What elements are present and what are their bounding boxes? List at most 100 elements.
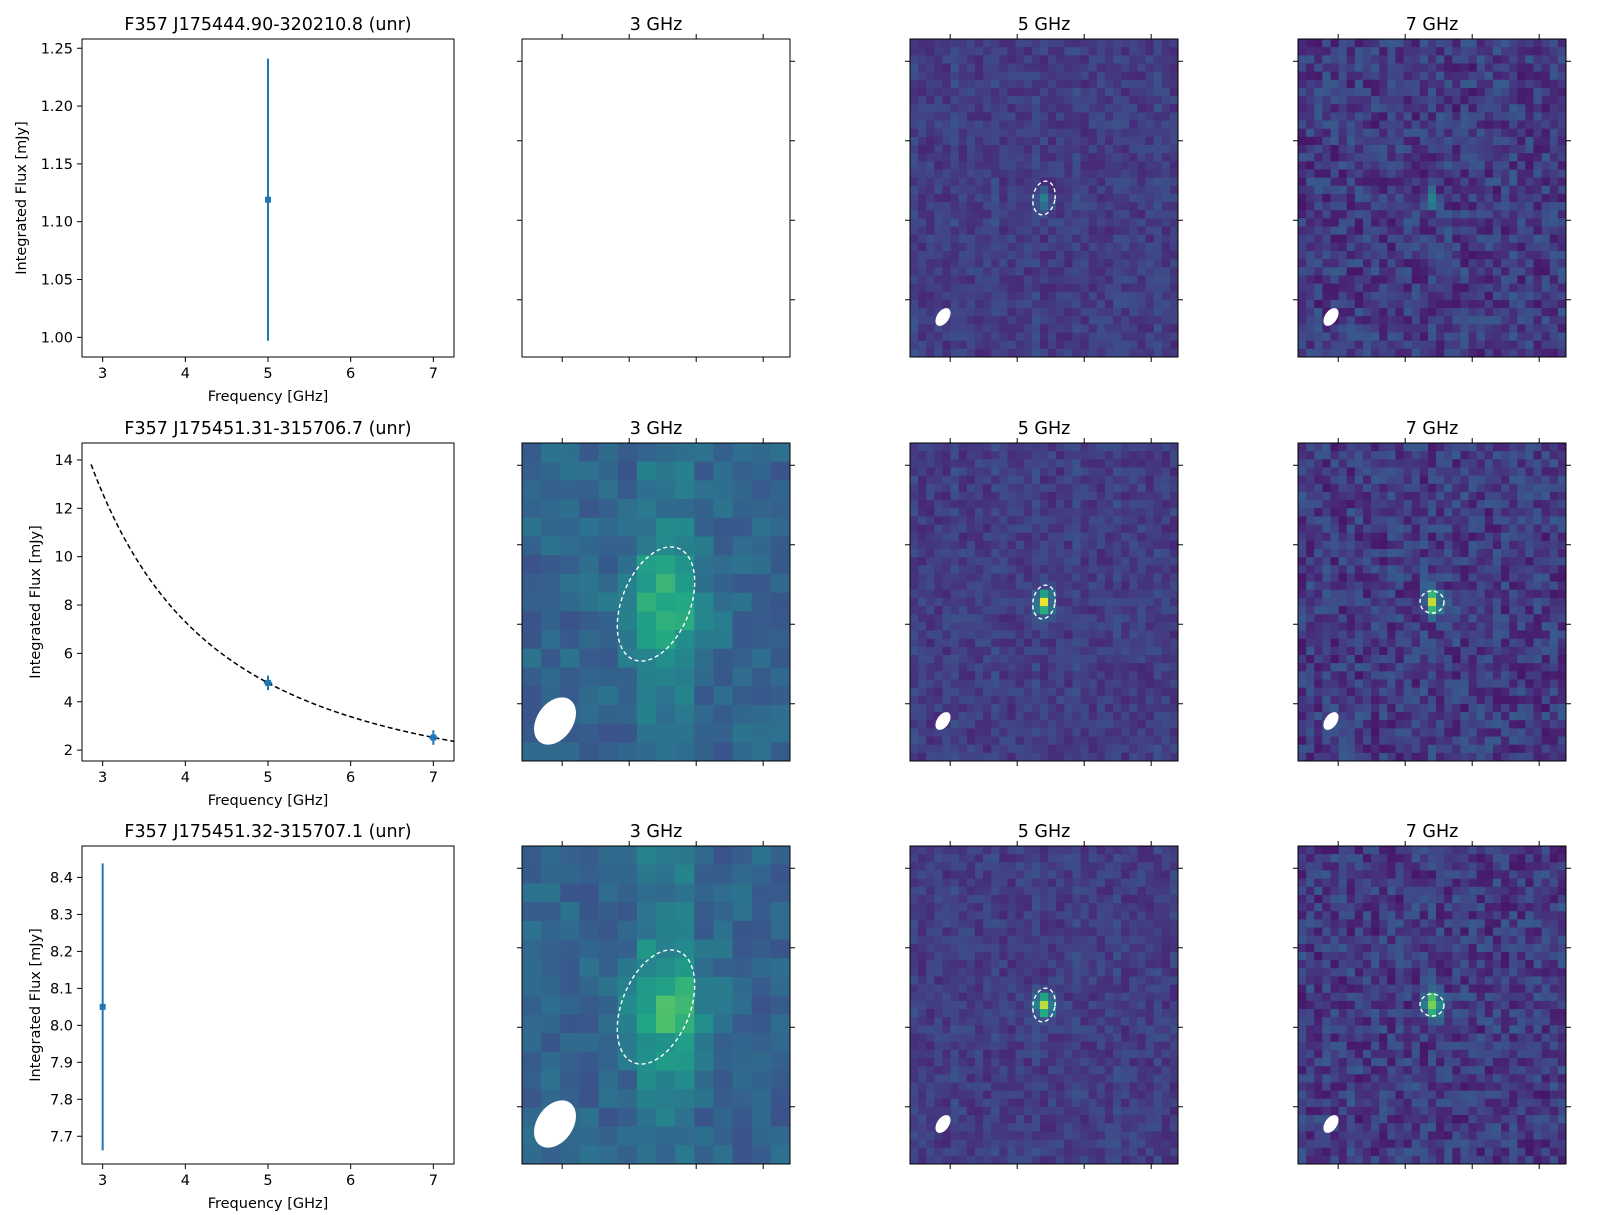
pixel bbox=[1533, 87, 1543, 97]
pixel bbox=[934, 234, 944, 244]
pixel bbox=[1452, 177, 1462, 187]
pixel bbox=[1306, 145, 1315, 154]
pixel bbox=[1452, 332, 1462, 342]
pixel bbox=[1427, 332, 1437, 342]
pixel bbox=[751, 704, 772, 725]
pixel bbox=[1153, 259, 1163, 268]
pixel bbox=[1169, 316, 1178, 325]
pixel bbox=[1322, 597, 1332, 607]
pixel bbox=[1492, 275, 1502, 285]
pixel bbox=[926, 71, 935, 81]
pixel bbox=[1314, 459, 1323, 469]
pixel bbox=[1039, 153, 1049, 162]
pixel bbox=[1338, 557, 1348, 566]
pixel bbox=[926, 169, 935, 179]
pixel bbox=[1306, 87, 1315, 97]
pixel bbox=[1169, 622, 1178, 632]
pixel bbox=[1056, 646, 1065, 656]
pixel bbox=[1452, 549, 1462, 558]
pixel bbox=[636, 499, 657, 519]
pixel bbox=[1039, 96, 1049, 105]
pixel bbox=[1072, 606, 1082, 615]
pixel bbox=[541, 517, 561, 538]
pixel bbox=[656, 611, 676, 631]
pixel bbox=[1436, 565, 1445, 575]
pixel bbox=[1161, 202, 1171, 211]
pixel bbox=[1298, 540, 1307, 550]
pixel bbox=[1072, 185, 1082, 195]
pixel bbox=[1088, 703, 1098, 713]
pixel bbox=[1338, 467, 1348, 477]
pixel bbox=[1145, 712, 1155, 721]
pixel bbox=[918, 112, 927, 122]
pixel bbox=[1452, 348, 1462, 357]
pixel bbox=[1557, 267, 1566, 277]
pixel bbox=[950, 589, 960, 599]
pixel bbox=[1354, 532, 1364, 542]
pixel bbox=[1436, 169, 1445, 179]
pixel bbox=[983, 712, 992, 721]
pixel bbox=[1072, 87, 1082, 97]
pixel bbox=[1452, 242, 1462, 252]
pixel bbox=[942, 55, 952, 65]
pixel bbox=[1549, 120, 1559, 130]
pixel bbox=[1121, 467, 1130, 477]
pixel bbox=[1411, 316, 1421, 325]
pixel bbox=[1104, 259, 1114, 268]
pixel bbox=[1169, 332, 1178, 342]
pixel bbox=[1541, 581, 1551, 591]
pixel bbox=[1314, 291, 1323, 301]
pixel bbox=[934, 475, 944, 485]
pixel bbox=[918, 491, 927, 501]
pixel bbox=[1039, 299, 1049, 309]
pixel bbox=[1007, 259, 1017, 268]
pixel bbox=[1517, 39, 1526, 48]
pixel bbox=[1080, 443, 1090, 452]
pixel bbox=[1362, 291, 1372, 301]
pixel bbox=[1153, 752, 1163, 761]
pixel bbox=[1501, 451, 1510, 460]
pixel bbox=[1023, 671, 1033, 681]
pixel bbox=[1015, 516, 1025, 526]
pixel bbox=[694, 704, 715, 725]
pixel bbox=[1387, 316, 1397, 325]
pixel bbox=[934, 500, 944, 509]
pixel bbox=[1509, 540, 1518, 550]
pixel bbox=[1492, 443, 1502, 452]
pixel bbox=[1379, 79, 1388, 89]
pixel bbox=[1169, 242, 1178, 252]
pixel bbox=[1468, 218, 1478, 228]
pixel bbox=[1096, 524, 1106, 534]
pixel bbox=[1322, 459, 1332, 469]
pixel bbox=[1395, 242, 1405, 252]
pixel bbox=[1015, 581, 1025, 591]
pixel bbox=[1129, 259, 1138, 268]
pixel bbox=[1145, 459, 1155, 469]
pixel bbox=[1007, 508, 1017, 517]
pixel bbox=[1064, 646, 1074, 656]
pixel bbox=[1306, 348, 1315, 357]
pixel bbox=[1153, 202, 1163, 211]
pixel bbox=[617, 499, 638, 519]
pixel bbox=[1419, 324, 1429, 334]
pixel bbox=[1533, 475, 1543, 485]
pixel bbox=[1048, 324, 1057, 334]
pixel bbox=[918, 153, 927, 162]
pixel bbox=[1072, 630, 1082, 640]
pixel bbox=[694, 667, 715, 687]
pixel bbox=[1460, 202, 1470, 211]
pixel bbox=[999, 540, 1009, 550]
pixel bbox=[991, 267, 1000, 277]
pixel bbox=[983, 606, 992, 615]
pixel bbox=[910, 185, 919, 195]
pixel bbox=[1427, 177, 1437, 187]
pixel bbox=[1541, 500, 1551, 509]
pixel bbox=[1048, 524, 1057, 534]
pixel bbox=[1145, 703, 1155, 713]
pixel bbox=[770, 667, 790, 687]
pixel bbox=[694, 443, 715, 463]
pixel bbox=[1557, 104, 1566, 113]
pixel bbox=[1039, 500, 1049, 509]
pixel bbox=[910, 622, 919, 632]
pixel bbox=[1145, 242, 1155, 252]
